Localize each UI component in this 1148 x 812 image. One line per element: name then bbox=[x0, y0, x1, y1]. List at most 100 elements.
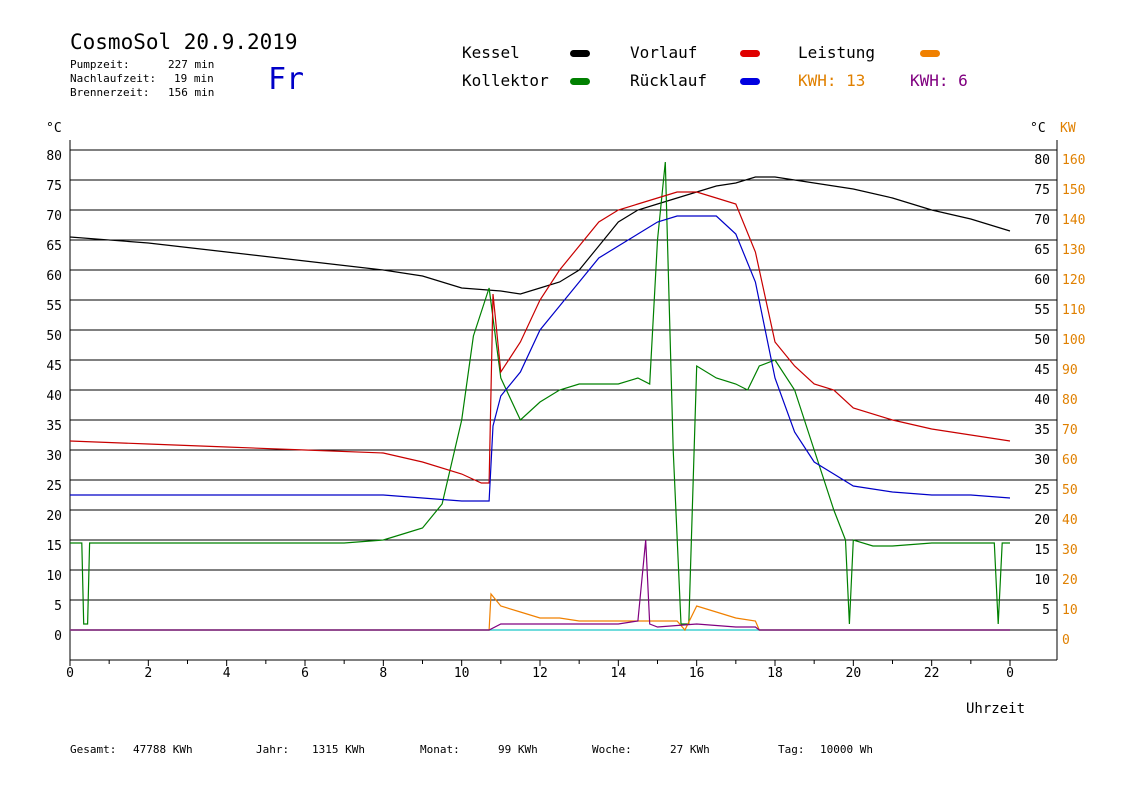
series-line-kollektor bbox=[70, 161, 1010, 625]
legend-kwh-purple: KWH: 6 bbox=[910, 71, 968, 90]
footer-gesamt-label: Gesamt: bbox=[70, 743, 117, 756]
right-axis-unit-c: °C bbox=[1030, 121, 1046, 136]
y2-tick-label: 110 bbox=[1062, 303, 1085, 318]
y2-tick-label: 70 bbox=[1062, 423, 1078, 438]
y-tick-label-right: 60 bbox=[1034, 273, 1050, 288]
footer-tag-value: 10000 Wh bbox=[820, 743, 873, 756]
footer-monat-label: Monat: bbox=[420, 743, 460, 756]
x-tick-label: 16 bbox=[689, 666, 705, 681]
y2-tick-label: 10 bbox=[1062, 603, 1078, 618]
legend-ruecklauf-swatch bbox=[740, 78, 760, 85]
legend-kessel-swatch bbox=[570, 50, 590, 57]
y-tick-label-left: 20 bbox=[46, 509, 62, 524]
y-tick-label-left: 0 bbox=[54, 629, 62, 644]
stat-nachlaufzeit-label: Nachlaufzeit: bbox=[70, 72, 157, 85]
y-tick-label-left: 5 bbox=[54, 599, 62, 614]
series-line-vorlauf bbox=[69, 191, 1011, 484]
legend-kwh-orange: KWH: 13 bbox=[798, 71, 866, 90]
page-title: CosmoSol 20.9.2019 bbox=[70, 30, 298, 54]
stat-brennerzeit-value: 156 min bbox=[168, 86, 215, 99]
footer-tag-label: Tag: bbox=[778, 743, 805, 756]
y2-tick-label: 150 bbox=[1062, 183, 1085, 198]
stat-brennerzeit-label: Brennerzeit: bbox=[70, 86, 150, 99]
y2-tick-label: 20 bbox=[1062, 573, 1078, 588]
x-tick-label: 20 bbox=[846, 666, 862, 681]
x-tick-label: 0 bbox=[1006, 666, 1014, 681]
weekday-label: Fr bbox=[268, 62, 305, 97]
x-tick-label: 18 bbox=[767, 666, 783, 681]
x-tick-label: 12 bbox=[532, 666, 548, 681]
y-tick-label-left: 15 bbox=[46, 539, 62, 554]
y2-tick-label: 160 bbox=[1062, 153, 1085, 168]
y2-tick-label: 80 bbox=[1062, 393, 1078, 408]
y-tick-label-right: 25 bbox=[1034, 483, 1050, 498]
y-tick-label-right: 35 bbox=[1034, 423, 1050, 438]
y-tick-label-left: 60 bbox=[46, 269, 62, 284]
y-tick-label-right: 15 bbox=[1034, 543, 1050, 558]
series-line-kwh-6 bbox=[70, 539, 1010, 631]
y-tick-label-right: 65 bbox=[1034, 243, 1050, 258]
y-tick-label-right: 50 bbox=[1034, 333, 1050, 348]
footer-jahr-value: 1315 KWh bbox=[312, 743, 365, 756]
legend-vorlauf-label: Vorlauf bbox=[630, 43, 698, 62]
legend-vorlauf-swatch bbox=[740, 50, 760, 57]
stat-pumpzeit-value: 227 min bbox=[168, 58, 215, 71]
y-tick-label-right: 20 bbox=[1034, 513, 1050, 528]
y2-tick-label: 140 bbox=[1062, 213, 1085, 228]
y-tick-label-left: 65 bbox=[46, 239, 62, 254]
series-line-leistung bbox=[70, 592, 1010, 632]
x-tick-label: 8 bbox=[379, 666, 387, 681]
y-tick-label-left: 80 bbox=[46, 149, 62, 164]
y-tick-label-left: 50 bbox=[46, 329, 62, 344]
y2-tick-label: 50 bbox=[1062, 483, 1078, 498]
legend-kessel-label: Kessel bbox=[462, 43, 520, 62]
y-tick-label-right: 55 bbox=[1034, 303, 1050, 318]
x-tick-label: 10 bbox=[454, 666, 470, 681]
y-tick-label-left: 30 bbox=[46, 449, 62, 464]
y-tick-label-right: 80 bbox=[1034, 153, 1050, 168]
y-tick-label-right: 40 bbox=[1034, 393, 1050, 408]
left-axis-unit: °C bbox=[46, 121, 62, 136]
footer-jahr-label: Jahr: bbox=[256, 743, 290, 756]
x-tick-label: 6 bbox=[301, 666, 309, 681]
stat-pumpzeit-label: Pumpzeit: bbox=[70, 58, 130, 71]
y-tick-label-left: 55 bbox=[46, 299, 62, 314]
footer-monat-value: 99 KWh bbox=[498, 743, 538, 756]
x-tick-label: 2 bbox=[144, 666, 152, 681]
right-axis-unit-kw: KW bbox=[1060, 121, 1076, 136]
y-tick-label-right: 75 bbox=[1034, 183, 1050, 198]
stat-nachlaufzeit-value: 19 min bbox=[174, 72, 214, 85]
y-tick-label-left: 10 bbox=[46, 569, 62, 584]
legend-leistung-label: Leistung bbox=[798, 43, 876, 62]
legend-kollektor-label: Kollektor bbox=[462, 71, 549, 90]
footer-gesamt-value: 47788 KWh bbox=[133, 743, 193, 756]
y-tick-label-left: 35 bbox=[46, 419, 62, 434]
y2-tick-label: 60 bbox=[1062, 453, 1078, 468]
y2-tick-label: 30 bbox=[1062, 543, 1078, 558]
y2-tick-label: 0 bbox=[1062, 633, 1070, 648]
y-tick-label-left: 40 bbox=[46, 389, 62, 404]
x-tick-label: 4 bbox=[223, 666, 231, 681]
footer-woche-label: Woche: bbox=[592, 743, 632, 756]
legend-kollektor-swatch bbox=[570, 78, 590, 85]
y2-tick-label: 130 bbox=[1062, 243, 1085, 258]
x-tick-label: 22 bbox=[924, 666, 940, 681]
y-tick-label-left: 70 bbox=[46, 209, 62, 224]
y-tick-label-left: 45 bbox=[46, 359, 62, 374]
footer-woche-value: 27 KWh bbox=[670, 743, 710, 756]
series-line-r-cklauf bbox=[70, 215, 1011, 502]
y-tick-label-right: 45 bbox=[1034, 363, 1050, 378]
series-line-kessel bbox=[69, 176, 1011, 295]
y-tick-label-right: 5 bbox=[1042, 603, 1050, 618]
y2-tick-label: 40 bbox=[1062, 513, 1078, 528]
x-tick-label: 14 bbox=[611, 666, 627, 681]
y-tick-label-left: 25 bbox=[46, 479, 62, 494]
x-axis-label: Uhrzeit bbox=[966, 701, 1026, 717]
legend-leistung-swatch bbox=[920, 50, 940, 57]
x-tick-label: 0 bbox=[66, 666, 74, 681]
y-tick-label-right: 70 bbox=[1034, 213, 1050, 228]
y2-tick-label: 120 bbox=[1062, 273, 1085, 288]
y-tick-label-right: 30 bbox=[1034, 453, 1050, 468]
y2-tick-label: 100 bbox=[1062, 333, 1085, 348]
